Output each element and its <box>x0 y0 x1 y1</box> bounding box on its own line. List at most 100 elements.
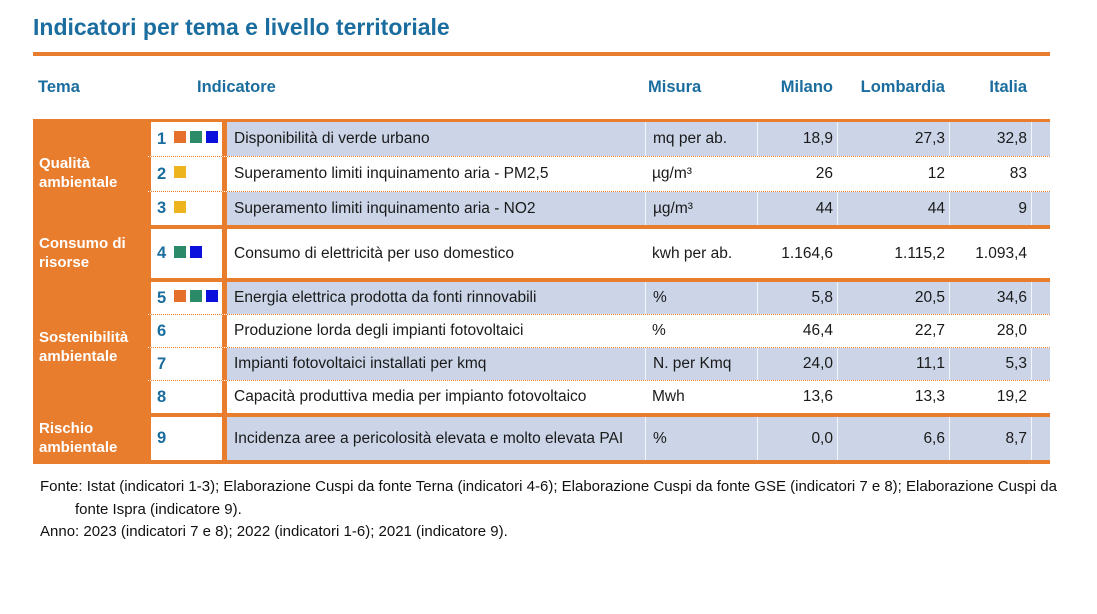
indicator-number: 7 <box>157 354 167 373</box>
table-header-row: Tema Indicatore Misura Milano Lombardia … <box>33 56 1050 119</box>
source-note: Fonte: Istat (indicatori 1-3); Elaborazi… <box>40 478 1057 518</box>
row-pad <box>1031 282 1050 314</box>
value-milano: 24,0 <box>757 348 837 380</box>
row-pad <box>1031 381 1050 413</box>
year-note: Anno: 2023 (indicatori 7 e 8); 2022 (ind… <box>40 523 508 540</box>
indicator-name: Energia elettrica prodotta da fonti rinn… <box>227 282 645 314</box>
value-milano: 46,4 <box>802 322 833 339</box>
indicator-number: 2 <box>157 164 167 183</box>
level-squares <box>170 165 187 183</box>
indicator-number-cell: 9 <box>147 417 227 460</box>
header-divider <box>33 119 1050 122</box>
value-milano: 0,0 <box>757 417 837 460</box>
indicator-number-cell: 2 <box>147 157 227 191</box>
group-rows: 1 Disponibilità di verde urbano mq per a… <box>147 122 1050 225</box>
column-header-milano: Milano <box>780 78 833 96</box>
content-area: Indicatori per tema e livello territoria… <box>33 0 1057 544</box>
indicator-number: 4 <box>157 244 167 262</box>
indicator-number: 9 <box>157 429 167 447</box>
theme-label: Consumo di risorse <box>33 229 147 278</box>
group-divider <box>33 278 1050 282</box>
indicator-number-cell: 6 <box>147 315 227 347</box>
value-lombardia: 6,6 <box>837 417 949 460</box>
measure-unit: % <box>645 282 757 314</box>
indicator-name: Capacità produttiva media per impianto f… <box>234 388 587 405</box>
green-square-icon <box>190 290 203 302</box>
indicator-name: Incidenza aree a pericolosità elevata e … <box>227 417 645 460</box>
theme-label: Qualità ambientale <box>33 122 147 225</box>
indicator-number: 5 <box>157 288 167 307</box>
value-italia: 32,8 <box>949 122 1031 156</box>
theme-group-rischio-ambientale: Rischio ambientale 9 Incidenza aree a pe… <box>33 417 1050 460</box>
indicator-name: Disponibilità di verde urbano <box>227 122 645 156</box>
theme-group-consumo-di-risorse: Consumo di risorse 4 Consumo di elettric… <box>33 229 1050 278</box>
table-row: 1 Disponibilità di verde urbano mq per a… <box>147 122 1050 157</box>
level-squares <box>170 200 187 218</box>
indicator-number-cell: 4 <box>147 229 227 278</box>
orange-square-icon <box>174 290 187 302</box>
table-row: 5 Energia elettrica prodotta da fonti ri… <box>147 282 1050 315</box>
row-pad <box>1031 122 1050 156</box>
group-divider <box>33 225 1050 229</box>
table-row: 9 Incidenza aree a pericolosità elevata … <box>147 417 1050 460</box>
value-italia: 8,7 <box>949 417 1031 460</box>
value-italia: 1.093,4 <box>975 244 1027 262</box>
row-pad <box>1031 315 1050 347</box>
measure-unit: mq per ab. <box>645 122 757 156</box>
value-lombardia: 12 <box>927 165 945 182</box>
table-row: 2 Superamento limiti inquinamento aria -… <box>147 157 1050 192</box>
value-italia: 19,2 <box>996 388 1027 405</box>
indicator-number: 1 <box>157 129 167 148</box>
level-squares <box>170 289 219 307</box>
measure-unit: kwh per ab. <box>652 244 733 262</box>
value-lombardia: 11,1 <box>837 348 949 380</box>
value-milano: 44 <box>757 192 837 225</box>
indicator-number-cell: 5 <box>147 282 227 314</box>
value-italia: 34,6 <box>949 282 1031 314</box>
table-row: 7 Impianti fotovoltaici installati per k… <box>147 348 1050 381</box>
table-row: 8 Capacità produttiva media per impianto… <box>147 381 1050 413</box>
value-milano: 26 <box>815 165 833 182</box>
theme-group-qualita-ambientale: Qualità ambientale 1 Disponibilità di ve… <box>33 122 1050 225</box>
group-rows: 5 Energia elettrica prodotta da fonti ri… <box>147 282 1050 413</box>
green-square-icon <box>190 131 203 143</box>
row-pad <box>1031 157 1050 191</box>
row-pad <box>1031 348 1050 380</box>
title-divider <box>33 52 1050 56</box>
row-pad <box>1031 417 1050 460</box>
group-divider <box>33 413 1050 417</box>
table-row: 4 Consumo di elettricità per uso domesti… <box>147 229 1050 278</box>
measure-unit: % <box>645 417 757 460</box>
indicator-number-cell: 3 <box>147 192 227 225</box>
value-lombardia: 13,3 <box>914 388 945 405</box>
column-header-indicatore: Indicatore <box>197 78 276 96</box>
indicator-name: Superamento limiti inquinamento aria - N… <box>227 192 645 225</box>
blue-square-icon <box>206 290 219 302</box>
level-squares <box>170 130 219 148</box>
value-lombardia: 20,5 <box>837 282 949 314</box>
value-italia: 5,3 <box>949 348 1031 380</box>
theme-label: Rischio ambientale <box>33 417 147 460</box>
value-lombardia: 22,7 <box>914 322 945 339</box>
indicator-name: Impianti fotovoltaici installati per kmq <box>227 348 645 380</box>
value-milano: 18,9 <box>757 122 837 156</box>
value-lombardia: 44 <box>837 192 949 225</box>
theme-group-sostenibilita-ambientale: Sostenibilità ambientale 5 Energia elett… <box>33 282 1050 413</box>
blue-square-icon <box>206 131 219 143</box>
measure-unit: Mwh <box>652 388 685 405</box>
table-notes: Fonte: Istat (indicatori 1-3); Elaborazi… <box>40 476 1066 544</box>
level-squares <box>170 245 203 263</box>
indicator-number: 8 <box>157 387 167 406</box>
group-rows: 9 Incidenza aree a pericolosità elevata … <box>147 417 1050 460</box>
value-italia: 28,0 <box>996 322 1027 339</box>
indicator-name: Produzione lorda degli impianti fotovolt… <box>234 322 524 339</box>
value-italia: 83 <box>1009 165 1027 182</box>
indicator-name: Consumo di elettricità per uso domestico <box>234 244 514 262</box>
row-pad <box>1031 192 1050 225</box>
indicator-name: Superamento limiti inquinamento aria - P… <box>234 165 549 182</box>
value-milano: 13,6 <box>802 388 833 405</box>
column-header-tema: Tema <box>38 78 80 96</box>
measure-unit: µg/m³ <box>645 192 757 225</box>
table-row: 3 Superamento limiti inquinamento aria -… <box>147 192 1050 225</box>
